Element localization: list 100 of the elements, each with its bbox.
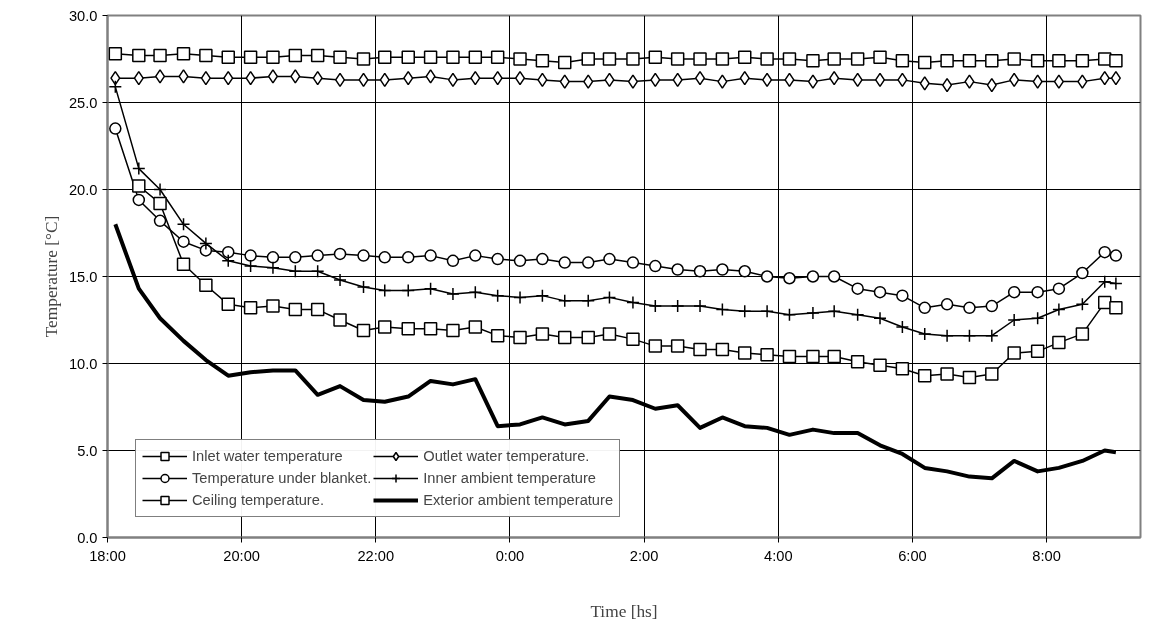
point	[357, 249, 370, 262]
point	[490, 50, 505, 65]
point	[221, 297, 235, 312]
point	[1075, 297, 1090, 312]
point	[917, 368, 932, 383]
point	[737, 50, 752, 65]
point	[626, 52, 640, 66]
point	[985, 53, 999, 68]
point	[1007, 313, 1021, 327]
point	[917, 327, 932, 341]
point	[132, 48, 146, 63]
point	[850, 308, 865, 322]
legend-label: Temperature under blanket.	[192, 469, 372, 488]
point	[423, 50, 438, 65]
point	[985, 299, 999, 313]
point	[446, 323, 460, 338]
point	[423, 321, 438, 336]
point	[693, 299, 707, 313]
point	[1076, 266, 1089, 280]
point	[648, 50, 663, 65]
x-tick-label: 22:00	[357, 547, 395, 564]
point	[807, 74, 819, 89]
point	[1030, 344, 1045, 359]
point	[356, 280, 371, 294]
point	[221, 50, 235, 65]
point	[288, 302, 303, 317]
point	[1109, 53, 1123, 68]
point	[491, 252, 504, 266]
point	[626, 256, 640, 269]
point	[602, 327, 617, 341]
y-tick-label: 0.0	[77, 529, 98, 546]
point	[468, 285, 483, 299]
point	[558, 330, 572, 345]
point	[962, 370, 977, 385]
point	[132, 193, 146, 207]
point	[985, 328, 999, 343]
point	[446, 50, 460, 65]
point	[581, 294, 595, 308]
point	[333, 313, 347, 327]
y-tick-label: 25.0	[68, 94, 98, 111]
y-tick-label: 10.0	[68, 355, 98, 372]
point	[919, 76, 930, 91]
point	[310, 48, 325, 63]
point	[1031, 285, 1044, 299]
point	[243, 259, 258, 273]
point	[603, 252, 616, 266]
point	[176, 217, 191, 232]
point	[963, 301, 976, 315]
point	[153, 182, 167, 197]
point	[468, 320, 483, 334]
point	[333, 273, 347, 287]
point	[670, 52, 685, 66]
point	[671, 263, 684, 276]
point	[760, 52, 774, 66]
point	[962, 53, 977, 68]
point	[715, 342, 730, 357]
point	[356, 323, 371, 338]
point	[670, 339, 685, 353]
point	[783, 272, 796, 285]
point	[290, 69, 301, 84]
point	[1109, 301, 1123, 315]
point	[1007, 346, 1021, 360]
point	[715, 52, 730, 66]
point	[806, 306, 820, 320]
point	[423, 281, 438, 296]
point	[717, 74, 728, 89]
point	[782, 349, 797, 364]
point	[199, 236, 213, 251]
point	[1077, 74, 1088, 89]
point	[425, 69, 436, 84]
point	[221, 254, 235, 268]
point	[378, 283, 392, 298]
point	[626, 332, 640, 346]
x-tick-label: 2:00	[629, 547, 659, 564]
point	[490, 328, 505, 343]
point	[244, 249, 257, 262]
point	[1109, 276, 1123, 291]
point	[177, 235, 190, 248]
point	[716, 263, 729, 276]
point	[670, 299, 685, 313]
point	[333, 50, 347, 65]
point	[1075, 53, 1090, 68]
point	[1052, 302, 1066, 317]
point	[693, 52, 707, 66]
point	[581, 256, 595, 269]
point	[715, 302, 730, 317]
point	[827, 349, 841, 364]
point	[827, 52, 841, 66]
point	[940, 298, 954, 311]
legend-label: Exterior ambient temperature	[423, 491, 614, 510]
point	[895, 361, 910, 376]
point	[513, 52, 527, 66]
point	[1075, 327, 1090, 341]
x-tick-label: 20:00	[223, 547, 261, 564]
point	[782, 308, 797, 322]
point	[581, 52, 595, 66]
point	[447, 72, 459, 88]
point	[199, 278, 213, 292]
point	[850, 355, 865, 369]
point	[694, 70, 706, 86]
